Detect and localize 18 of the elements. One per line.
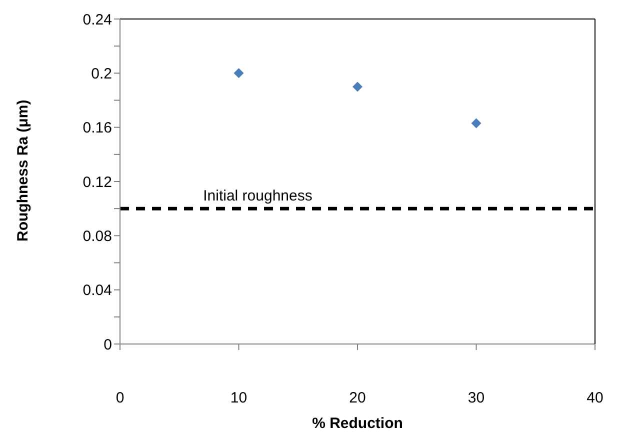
x-axis-title: % Reduction (312, 415, 403, 432)
y-tick-label: 0.24 (82, 11, 112, 28)
x-tick-label: 30 (468, 390, 485, 407)
y-tick-label: 0.16 (82, 120, 112, 137)
point (471, 118, 482, 128)
point (352, 82, 362, 92)
x-tick-label: 10 (230, 390, 248, 407)
y-tick-label: 0.12 (82, 174, 112, 191)
x-tick-label: 40 (586, 390, 604, 407)
x-tick-label: 0 (116, 390, 124, 407)
y-axis-title: Roughness Ra (μm) (14, 100, 32, 242)
y-tick-label: 0 (104, 336, 112, 354)
y-tick-label: 0.04 (82, 282, 112, 300)
ref-line-label: Initial roughness (203, 188, 312, 205)
x-tick-label: 20 (349, 390, 366, 407)
y-tick-label: 0.08 (82, 228, 112, 245)
point (234, 68, 244, 78)
y-tick-label: 0.2 (91, 65, 112, 82)
